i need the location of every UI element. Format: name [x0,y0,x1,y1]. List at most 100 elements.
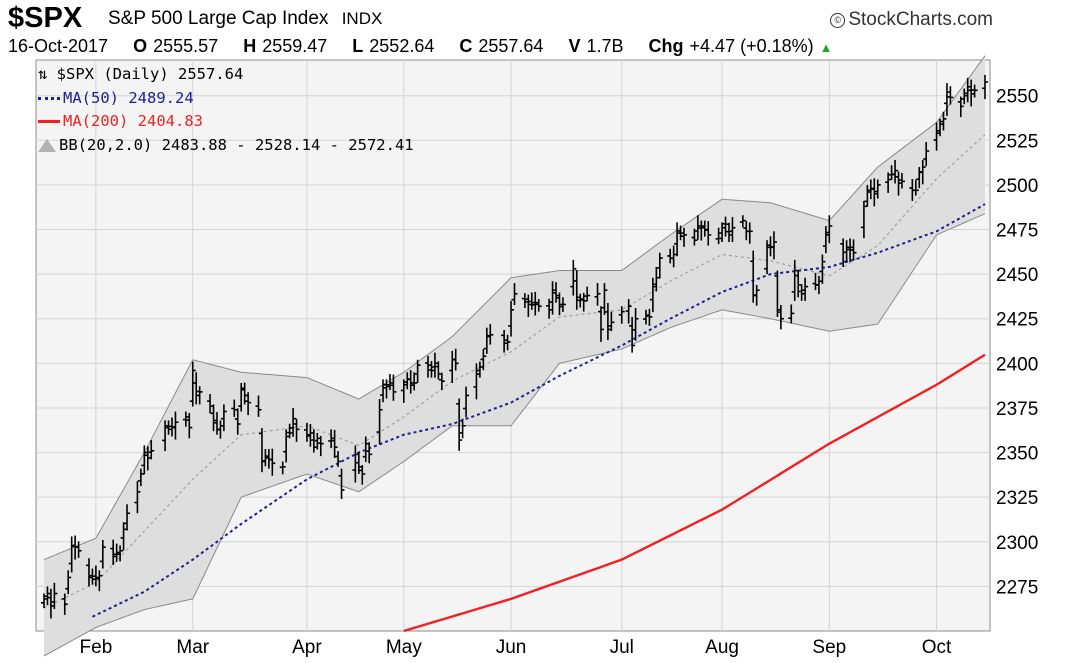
ohlc-bar [487,324,494,345]
ma200-path [403,353,986,633]
ohlc-bar [459,418,466,439]
ohlc-bar [791,259,798,301]
ohlc-bar [940,111,947,131]
ohlc-bar [317,435,324,457]
ohlc-bar [912,179,919,196]
ohlc-bar [113,543,120,562]
ohlc-bar [577,293,584,308]
ohlc-bar [770,231,777,260]
y-tick-label: 2400 [996,354,1038,375]
ohlc-bar [196,386,203,405]
ohlc-bar [705,221,712,246]
ohlc-bar [739,215,746,228]
ohlc-bar [231,399,238,417]
ohlc-bar [331,429,338,458]
y-tick-label: 2500 [996,176,1038,197]
close-label: C [459,36,473,56]
legend-bb: BB(20,2.0) 2483.88 - 2528.14 - 2572.41 [38,134,414,158]
ohlc-bar [120,522,127,551]
ohlc-bar [480,349,487,371]
ohlc-bar [618,306,625,324]
ohlc-bar [777,304,784,330]
ohlc-bar [968,79,975,107]
ohlc-bar [380,379,387,403]
ohlc-bar [352,445,359,483]
ohlc-bar [584,286,591,302]
ohlc-bar [172,411,179,440]
ohlc-bar [532,291,539,316]
ohlc-bar [753,284,760,306]
bb-upper-line [43,55,986,561]
bb-fill [44,55,985,656]
ohlc-bar [366,442,373,464]
ohlc-bar [947,86,954,105]
ohlc-bar [528,292,535,310]
ohlc-bar [559,297,566,312]
ohlc-bar [795,270,802,298]
ohlc-bar [798,284,805,301]
ohlc-bar [414,359,421,383]
ma50-path [92,203,986,618]
ohlc-bar [241,382,248,405]
ma200-line [403,353,986,633]
ohlc-bar [283,429,290,463]
chart-header: $SPX S&P 500 Large Cap Index INDX © Stock… [0,0,1083,60]
ma50-swatch [38,96,60,100]
x-tick-label: Sep [812,637,846,658]
ohlc-bar [860,200,867,239]
y-axis-labels: 2275 2300 2325 2350 2375 2400 2425 2450 2475 2500… [996,87,1038,599]
x-tick-label: Aug [705,637,739,658]
y-tick-label: 2525 [996,131,1038,152]
ohlc-bar [521,293,528,309]
ohlc-bar [310,429,317,453]
ma50-line [92,203,986,618]
ohlc-bar [61,593,68,615]
ohlc-bar [362,436,369,463]
ticker-symbol: $SPX [8,2,83,34]
ohlc-bar [390,374,397,401]
y-tick-label: 2350 [996,444,1038,465]
ohlc-bar [307,424,314,447]
ohlc-bar [898,172,905,189]
ohlc-bar [764,240,771,275]
bb-swatch [38,138,56,152]
ohlc-bar [279,461,286,475]
y-tick-label: 2475 [996,221,1038,242]
brand-logo[interactable]: © StockCharts.com [830,9,993,31]
y-tick-label: 2450 [996,265,1038,286]
x-tick-label: Mar [176,637,209,658]
ohlc-bar [144,446,151,471]
ohlc-bar [463,386,470,418]
ohlc-bar [411,372,418,391]
ohlc-bar [141,445,148,475]
ohlc-bar [681,227,688,247]
ohlc-bar [570,259,577,296]
ohlc-bar [210,404,217,432]
ohlc-bar [871,178,878,207]
exchange-code: INDX [341,9,383,28]
ohlc-bar [698,220,705,241]
x-tick-label: Oct [922,637,952,658]
ohlc-bar [182,411,189,427]
x-tick-label: May [386,637,422,658]
close-value: 2557.64 [478,36,544,56]
volume-value: 1.7B [586,36,624,56]
ohlc-bar [217,420,224,439]
ohlc-bar [193,372,200,405]
ohlc-bar [400,379,407,403]
ohlc-bar [594,283,601,306]
brand-name: StockCharts.com [848,9,993,30]
index-description: S&P 500 Large Cap Index INDX [108,8,382,30]
ohlc-bar [511,283,518,305]
ohlc-bar [51,582,58,610]
ohlc-bar [819,254,826,284]
ohlc-bar [895,171,902,196]
ohlc-bar [625,299,632,324]
ohlc-bar [124,504,131,531]
quote-date: 16-Oct-2017 [8,36,109,56]
quote-row: 16-Oct-2017 O 2555.57 H 2559.47 L 2552.64 C… [8,36,833,57]
ohlc-bar [376,399,383,445]
ohlc-bar [715,227,722,245]
ohlc-bars-icon: ⇅ [38,65,57,83]
